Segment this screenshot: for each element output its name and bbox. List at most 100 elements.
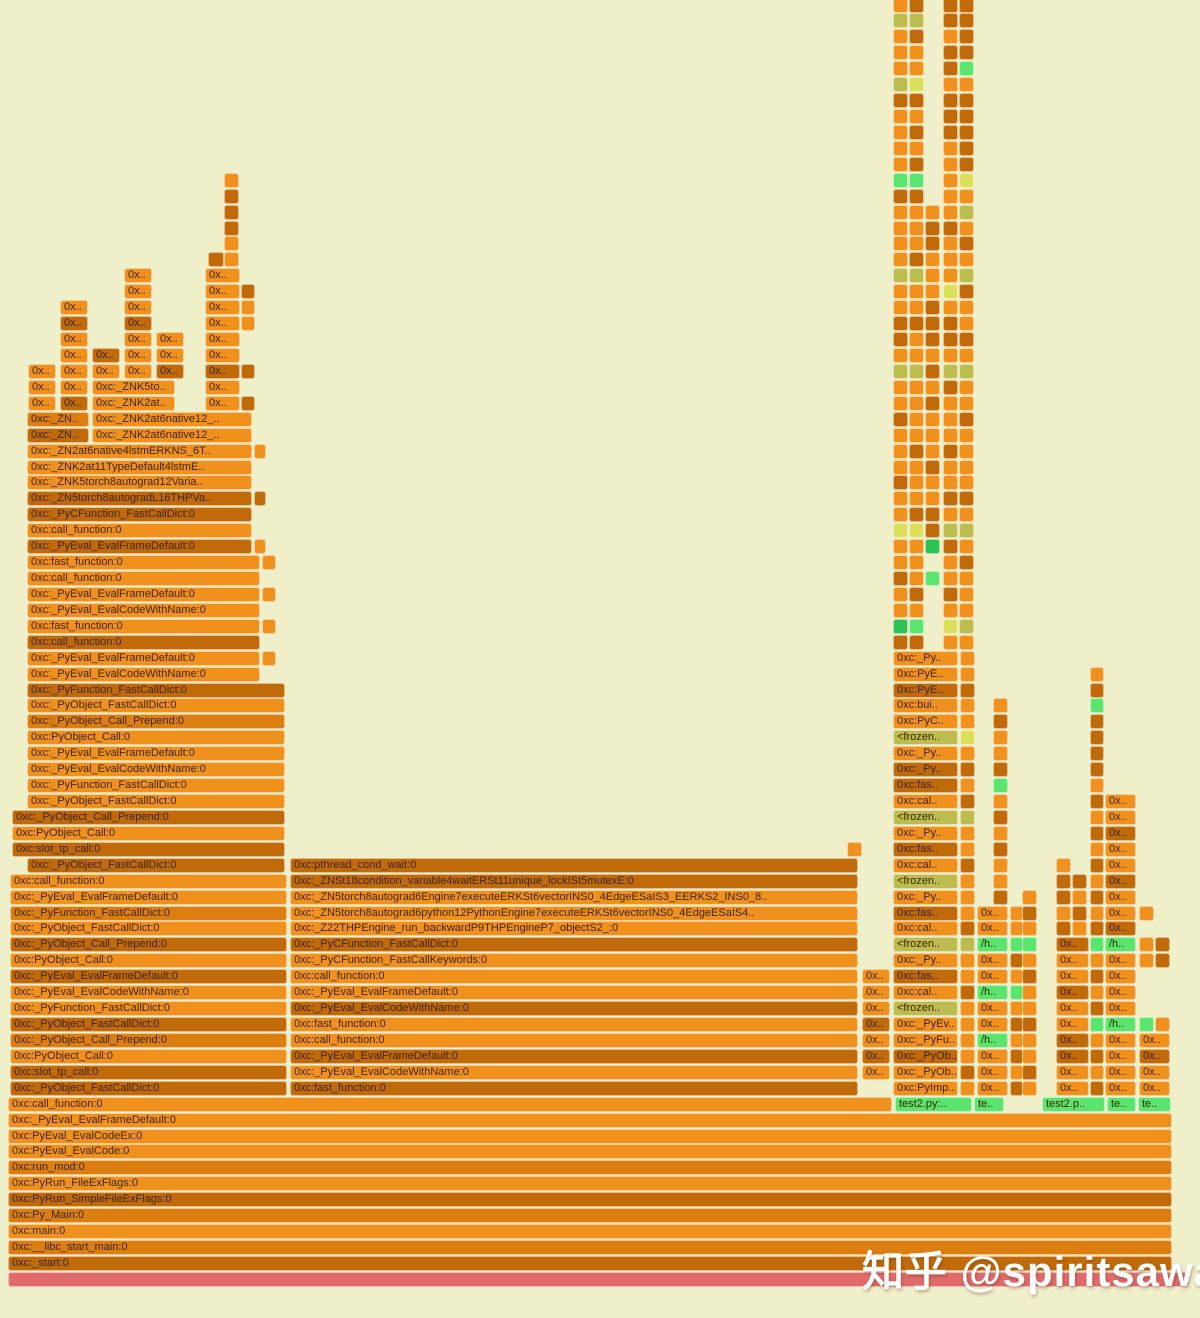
frame-cell[interactable]: 0xc:PyObject_Call:0 [10, 1048, 287, 1064]
frame-cell[interactable]: 0xc:_ZNSt18condition_variable4waitERSt11… [290, 873, 858, 889]
frame-cell[interactable] [959, 13, 974, 29]
frame-cell[interactable]: 0x.. [1105, 1048, 1136, 1064]
frame-cell[interactable] [1090, 698, 1104, 714]
frame-cell[interactable] [925, 204, 940, 220]
frame-cell[interactable] [909, 45, 924, 61]
frame-cell[interactable] [943, 555, 958, 571]
frame-cell[interactable] [1022, 1032, 1037, 1048]
frame-cell[interactable] [893, 491, 908, 507]
frame-cell[interactable]: 0x.. [862, 1064, 890, 1080]
frame-cell[interactable] [893, 45, 908, 61]
frame-cell[interactable] [925, 316, 940, 332]
frame-cell[interactable] [943, 443, 958, 459]
frame-cell[interactable]: 0xc:_PyEval_EvalCodeWithName:0 [290, 1064, 858, 1080]
frame-cell[interactable] [1090, 730, 1104, 746]
frame-cell[interactable] [943, 332, 958, 348]
frame-cell[interactable]: 0x.. [977, 1064, 1008, 1080]
frame-cell[interactable]: /h.. [1105, 1017, 1136, 1033]
frame-cell[interactable] [224, 188, 239, 204]
frame-cell[interactable] [909, 586, 924, 602]
frame-cell[interactable] [1090, 937, 1104, 953]
frame-cell[interactable] [1090, 921, 1104, 937]
frame-cell[interactable] [960, 809, 975, 825]
frame-cell[interactable] [1022, 953, 1037, 969]
frame-cell[interactable] [909, 379, 924, 395]
frame-cell[interactable] [959, 204, 974, 220]
frame-cell[interactable] [1022, 921, 1037, 937]
frame-cell[interactable]: 0xc:_ZN5torch8autograd6python12PythonEng… [290, 905, 858, 921]
frame-cell[interactable]: 0xc:fas.. [893, 969, 958, 985]
frame-cell[interactable] [943, 363, 958, 379]
frame-cell[interactable]: 0xc:fast_function:0 [290, 1080, 858, 1096]
frame-cell[interactable]: 0xc:PyObject_Call:0 [10, 953, 287, 969]
frame-cell[interactable]: 0x.. [156, 363, 184, 379]
frame-cell[interactable] [909, 77, 924, 93]
frame-cell[interactable] [943, 602, 958, 618]
frame-cell[interactable]: 0xc:_PyEv.. [893, 1017, 958, 1033]
frame-cell[interactable]: 0x.. [1139, 1048, 1170, 1064]
frame-cell[interactable] [909, 124, 924, 140]
frame-cell[interactable] [959, 284, 974, 300]
frame-cell[interactable] [1090, 1001, 1104, 1017]
frame-cell[interactable] [1022, 889, 1037, 905]
frame-cell[interactable]: 0xc:_PyEval_EvalCodeWithName:0 [27, 666, 260, 682]
frame-cell[interactable] [893, 459, 908, 475]
frame-cell[interactable] [1090, 985, 1104, 1001]
frame-cell[interactable] [993, 762, 1008, 778]
frame-cell[interactable]: 0xc:_PyEval_EvalFrameDefault:0 [27, 586, 260, 602]
frame-cell[interactable] [960, 778, 975, 794]
frame-cell[interactable]: te.. [1107, 1096, 1136, 1112]
frame-cell[interactable] [993, 714, 1008, 730]
frame-cell[interactable]: 0x.. [205, 316, 240, 332]
frame-cell[interactable] [1139, 905, 1154, 921]
frame-cell[interactable] [893, 586, 908, 602]
frame-cell[interactable] [943, 156, 958, 172]
frame-cell[interactable]: <frozen.. [893, 1001, 958, 1017]
frame-cell[interactable]: 0xc:_Py.. [893, 650, 958, 666]
frame-cell[interactable] [1090, 809, 1104, 825]
frame-cell[interactable]: 0xc:call_function:0 [27, 523, 252, 539]
frame-cell[interactable] [959, 618, 974, 634]
frame-cell[interactable] [254, 539, 266, 555]
frame-cell[interactable]: 0xc:_ZN5torch8autogradL16THPVa.. [27, 491, 252, 507]
frame-cell[interactable]: 0xc:_ZNK2at6native12_.. [92, 427, 252, 443]
frame-cell[interactable] [909, 204, 924, 220]
frame-cell[interactable] [893, 204, 908, 220]
frame-cell[interactable] [893, 571, 908, 586]
frame-cell[interactable]: 0x.. [1056, 937, 1089, 953]
frame-cell[interactable] [925, 220, 940, 236]
frame-cell[interactable] [909, 220, 924, 236]
frame-cell[interactable]: 0xc:_PyEval_EvalCodeWithName:0 [27, 602, 260, 618]
frame-cell[interactable] [254, 443, 266, 459]
frame-cell[interactable] [943, 124, 958, 140]
frame-cell[interactable] [262, 555, 276, 571]
frame-cell[interactable]: 0xc:PyE.. [893, 666, 958, 682]
frame-cell[interactable] [1090, 746, 1104, 762]
frame-cell[interactable]: 0x.. [92, 347, 120, 363]
frame-cell[interactable] [909, 316, 924, 332]
frame-cell[interactable] [893, 539, 908, 555]
frame-cell[interactable] [1022, 1017, 1037, 1033]
frame-cell[interactable]: 0x.. [862, 1032, 890, 1048]
frame-cell[interactable]: 0xc:_PyObject_Call_Prepend:0 [10, 1032, 287, 1048]
frame-cell[interactable]: 0x.. [124, 347, 152, 363]
frame-cell[interactable] [241, 284, 255, 300]
frame-cell[interactable] [1090, 905, 1104, 921]
frame-cell[interactable]: 0x.. [124, 300, 152, 316]
frame-cell[interactable] [1072, 889, 1087, 905]
frame-cell[interactable] [959, 555, 974, 571]
frame-cell[interactable]: 0x.. [977, 905, 1008, 921]
frame-cell[interactable]: 0x.. [1105, 1064, 1136, 1080]
frame-cell[interactable] [925, 300, 940, 316]
frame-cell[interactable] [224, 172, 239, 188]
frame-cell[interactable] [909, 618, 924, 634]
frame-cell[interactable] [909, 363, 924, 379]
frame-cell[interactable] [959, 0, 974, 13]
frame-cell[interactable] [925, 491, 940, 507]
frame-cell[interactable] [925, 268, 940, 284]
frame-cell[interactable] [893, 29, 908, 45]
frame-cell[interactable] [893, 618, 908, 634]
frame-cell[interactable] [1056, 873, 1071, 889]
frame-cell[interactable]: 0xc:PyObject_Call:0 [12, 825, 285, 841]
frame-cell[interactable] [943, 347, 958, 363]
